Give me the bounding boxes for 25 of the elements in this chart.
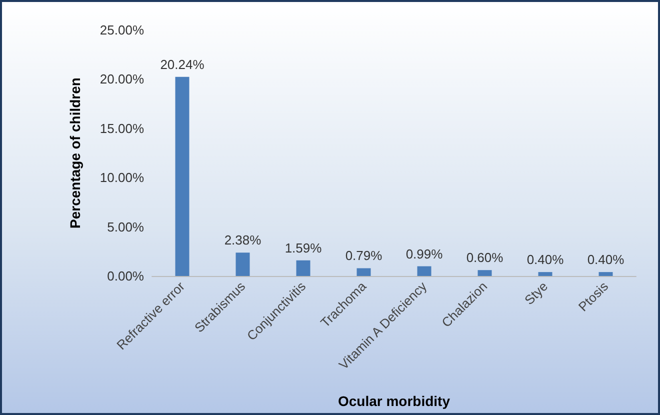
data-label: 0.60% xyxy=(466,250,504,266)
data-label: 20.24% xyxy=(160,56,205,72)
bar xyxy=(538,272,552,276)
x-tick-label: Stye xyxy=(522,278,551,308)
data-label: 0.79% xyxy=(345,248,383,264)
bar xyxy=(598,272,613,276)
y-tick-label: 20.00% xyxy=(100,72,144,87)
data-label: 0.40% xyxy=(587,252,625,268)
y-tick-label: 5.00% xyxy=(107,219,144,234)
bar xyxy=(417,266,432,276)
data-label: 1.59% xyxy=(284,240,322,256)
bar xyxy=(478,270,492,276)
bar xyxy=(296,260,310,276)
data-label: 0.40% xyxy=(526,252,564,268)
y-tick-label: 25.00% xyxy=(100,22,144,38)
bar xyxy=(175,76,190,276)
data-label: 2.38% xyxy=(224,232,262,248)
bar xyxy=(356,268,371,276)
x-axis-title: Ocular morbidity xyxy=(338,393,450,409)
y-tick-label: 0.00% xyxy=(107,268,144,284)
y-tick-label: 15.00% xyxy=(100,120,144,136)
data-label: 0.99% xyxy=(406,246,444,262)
y-axis-title: Percentage of children xyxy=(67,78,83,228)
bar xyxy=(236,252,250,276)
y-tick-label: 10.00% xyxy=(100,170,144,186)
